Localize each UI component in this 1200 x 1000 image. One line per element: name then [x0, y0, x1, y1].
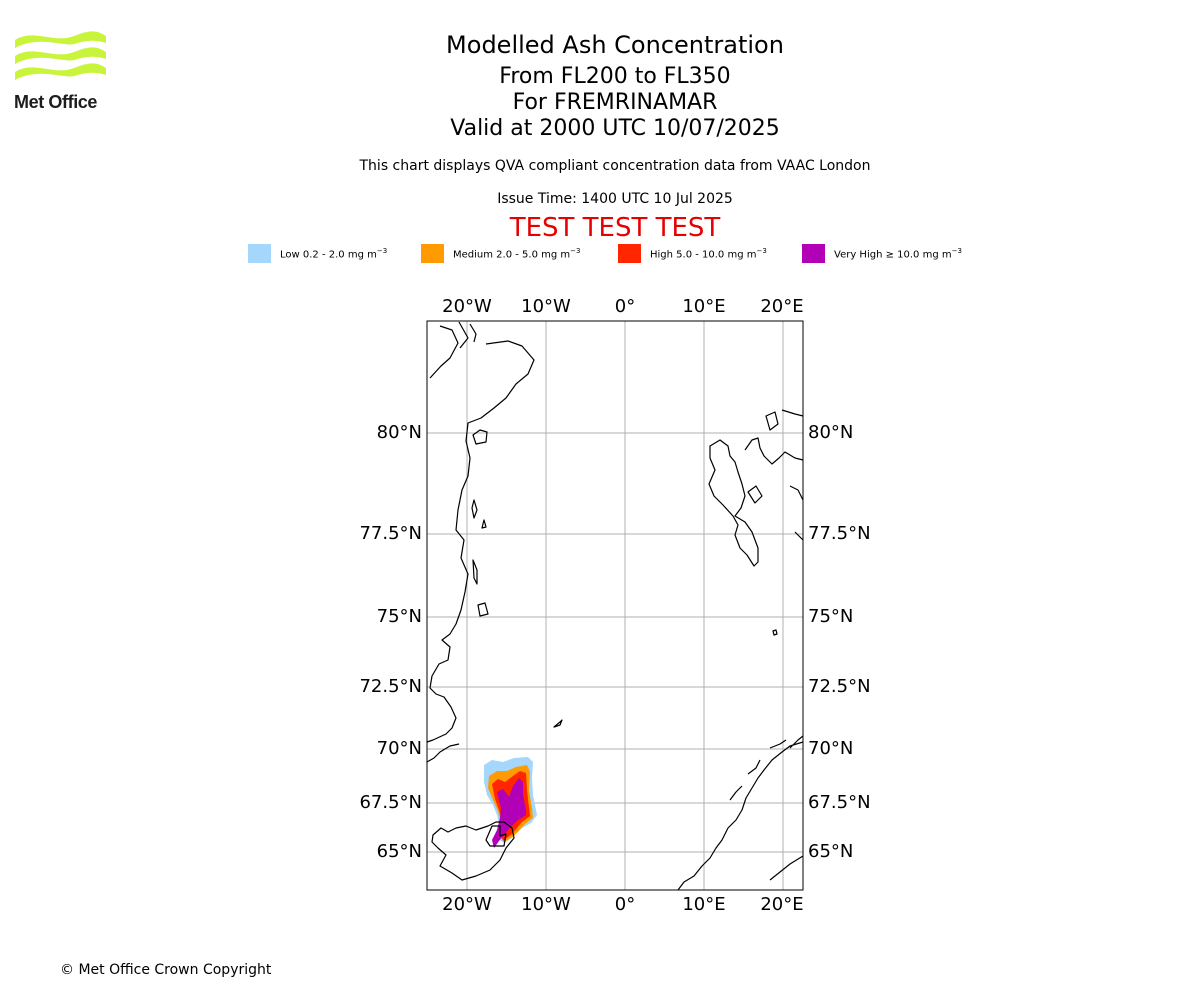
- legend-label-low: Low 0.2 - 2.0 mg m−3: [280, 246, 388, 261]
- lon-label-top: 0°: [615, 296, 635, 317]
- legend-label-medium: Medium 2.0 - 5.0 mg m−3: [453, 246, 581, 261]
- lat-label-right: 70°N: [808, 738, 853, 759]
- legend-swatch-medium: [421, 244, 444, 263]
- issue-time: Issue Time: 1400 UTC 10 Jul 2025: [497, 191, 733, 207]
- lon-label-bottom: 20°E: [760, 894, 803, 915]
- lat-label-right: 65°N: [808, 841, 853, 862]
- lat-label-left: 80°N: [377, 422, 422, 443]
- lat-label-right: 72.5°N: [808, 676, 871, 697]
- chart-subtitle: This chart displays QVA compliant concen…: [359, 158, 871, 174]
- lat-label-right: 80°N: [808, 422, 853, 443]
- ash-plume: [484, 757, 537, 848]
- lon-label-bottom: 10°E: [682, 894, 725, 915]
- iceland-coast: [431, 821, 515, 881]
- legend-swatch-high: [618, 244, 641, 263]
- legend-item-low: Low 0.2 - 2.0 mg m−3: [248, 244, 387, 263]
- bear-island-coast: [772, 629, 778, 636]
- lon-label-bottom: 10°W: [521, 894, 571, 915]
- lat-labels-right: 80°N 77.5°N 75°N 72.5°N 70°N 67.5°N 65°N: [808, 422, 871, 862]
- lat-label-right: 67.5°N: [808, 792, 871, 813]
- lat-label-right: 77.5°N: [808, 523, 871, 544]
- met-office-waves-icon: [15, 31, 106, 80]
- volcano-name: For FREMRINAMAR: [512, 90, 718, 115]
- legend-swatch-very-high: [802, 244, 825, 263]
- lat-label-left: 67.5°N: [359, 792, 422, 813]
- copyright-notice: © Met Office Crown Copyright: [60, 962, 272, 978]
- logo-text: Met Office: [14, 92, 98, 112]
- lon-label-top: 10°E: [682, 296, 725, 317]
- lat-labels-left: 80°N 77.5°N 75°N 72.5°N 70°N 67.5°N 65°N: [359, 422, 422, 862]
- lon-labels-top: 20°W 10°W 0° 10°E 20°E: [442, 296, 803, 317]
- lon-label-bottom: 20°W: [442, 894, 492, 915]
- lon-label-top: 20°W: [442, 296, 492, 317]
- legend-swatch-low: [248, 244, 271, 263]
- lat-label-left: 70°N: [377, 738, 422, 759]
- gridlines: [427, 321, 803, 890]
- legend-label-high: High 5.0 - 10.0 mg m−3: [650, 246, 767, 261]
- lat-label-left: 75°N: [377, 606, 422, 627]
- lat-label-right: 75°N: [808, 606, 853, 627]
- lat-label-left: 77.5°N: [359, 523, 422, 544]
- lon-label-top: 20°E: [760, 296, 803, 317]
- lon-label-top: 10°W: [521, 296, 571, 317]
- lon-label-bottom: 0°: [615, 894, 635, 915]
- greenland-coast: [426, 321, 535, 763]
- svalbard-coast: [708, 409, 804, 567]
- jan-mayen-coast: [553, 719, 563, 728]
- norway-coast: [677, 735, 804, 891]
- legend-item-very-high: Very High ≥ 10.0 mg m−3: [802, 244, 962, 263]
- flight-level-range: From FL200 to FL350: [499, 64, 731, 89]
- legend-item-medium: Medium 2.0 - 5.0 mg m−3: [421, 244, 580, 263]
- legend-item-high: High 5.0 - 10.0 mg m−3: [618, 244, 767, 263]
- map-frame: [426, 320, 804, 891]
- lat-label-left: 72.5°N: [359, 676, 422, 697]
- chart-title: Modelled Ash Concentration: [446, 31, 784, 59]
- coastlines: [426, 321, 804, 891]
- lat-label-left: 65°N: [377, 841, 422, 862]
- test-banner: TEST TEST TEST: [509, 213, 721, 243]
- valid-time: Valid at 2000 UTC 10/07/2025: [450, 116, 780, 141]
- lon-labels-bottom: 20°W 10°W 0° 10°E 20°E: [442, 894, 803, 915]
- met-office-logo: Met Office: [14, 30, 108, 112]
- legend-label-very-high: Very High ≥ 10.0 mg m−3: [834, 246, 962, 261]
